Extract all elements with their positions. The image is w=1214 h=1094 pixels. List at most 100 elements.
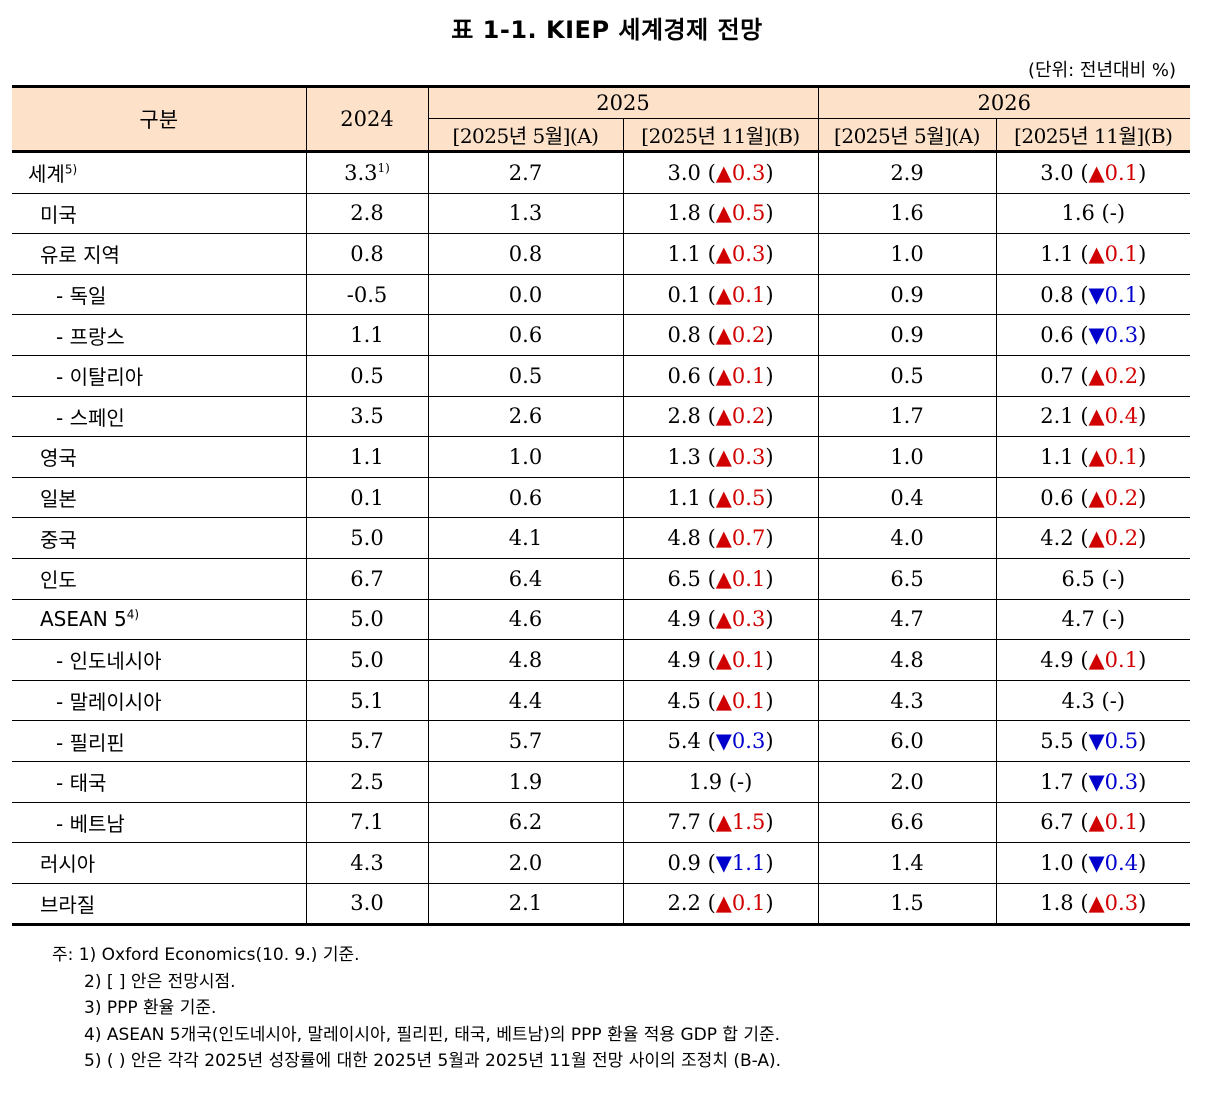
table-row: - 인도네시아 5.0 4.8 4.9 (▲0.1) 4.8 4.9 (▲0.1) bbox=[12, 639, 1191, 681]
value-2024: 0.1 bbox=[350, 485, 384, 510]
value-2025-nov: 0.1 bbox=[667, 282, 701, 307]
value-2026-may: 0.5 bbox=[817, 354, 997, 397]
adjustment-2026: ▲0.1 bbox=[1088, 444, 1139, 469]
adjustment-2025: ▲0.3 bbox=[715, 160, 766, 185]
value-2025-nov-cell: 5.4 (▼0.3) bbox=[622, 720, 819, 762]
adjustment-2026: ▼0.5 bbox=[1088, 729, 1139, 754]
header-category: 구분 bbox=[12, 86, 307, 152]
value-2024: 5.0 bbox=[350, 647, 384, 672]
value-2026-nov: 4.2 bbox=[1040, 526, 1074, 551]
adjustment-2025: ▼1.1 bbox=[715, 850, 766, 875]
value-2024: 3.3 bbox=[344, 160, 378, 185]
adjustment-2025: ▲0.5 bbox=[715, 201, 766, 226]
row-label-cell: 일본 bbox=[12, 476, 307, 519]
value-2024: 2.8 bbox=[350, 201, 384, 226]
adjustment-2025: ▲0.5 bbox=[715, 485, 766, 510]
value-2025-nov: 1.3 bbox=[667, 444, 701, 469]
value-2026-may: 6.6 bbox=[817, 801, 997, 844]
value-2025-nov: 3.0 bbox=[667, 160, 701, 185]
value-2026-nov-cell: 1.7 (▼0.3) bbox=[995, 760, 1191, 803]
value-2024: 6.7 bbox=[350, 566, 384, 591]
value-2025-nov-cell: 1.9 (-) bbox=[622, 760, 819, 803]
value-2026-nov: 4.9 bbox=[1040, 647, 1074, 672]
value-2025-nov: 0.8 bbox=[667, 323, 701, 348]
value-2025-nov-cell: 0.1 (▲0.1) bbox=[622, 273, 819, 316]
value-2026-may: 4.0 bbox=[817, 517, 997, 559]
row-label-cell: - 필리핀 bbox=[12, 720, 307, 762]
table-row: 러시아 4.3 2.0 0.9 (▼1.1) 1.4 1.0 (▼0.4) bbox=[12, 842, 1191, 884]
value-2026-nov-cell: 5.5 (▼0.5) bbox=[995, 720, 1191, 762]
value-2025-nov: 2.8 bbox=[667, 404, 701, 429]
value-2024: 1.1 bbox=[350, 444, 384, 469]
value-2026-nov-cell: 0.6 (▲0.2) bbox=[995, 476, 1191, 519]
value-2024-cell: 7.1 bbox=[305, 801, 429, 844]
value-2025-nov-cell: 0.9 (▼1.1) bbox=[622, 842, 819, 884]
value-2026-may: 1.4 bbox=[817, 842, 997, 884]
value-2025-nov: 1.1 bbox=[667, 485, 701, 510]
value-2025-may: 4.6 bbox=[427, 598, 624, 641]
footnote-line: 2) [ ] 안은 전망시점. bbox=[84, 971, 236, 992]
table-row: - 필리핀 5.7 5.7 5.4 (▼0.3) 6.0 5.5 (▼0.5) bbox=[12, 720, 1191, 762]
value-2025-nov-cell: 0.6 (▲0.1) bbox=[622, 354, 819, 397]
value-2025-nov-cell: 3.0 (▲0.3) bbox=[622, 151, 819, 194]
header-2026-may: [2025년 5월](A) bbox=[817, 118, 997, 152]
value-2026-nov: 4.3 bbox=[1061, 688, 1095, 713]
value-2026-nov-cell: 4.7 (-) bbox=[995, 598, 1191, 641]
adjustment-2026: ▲0.2 bbox=[1088, 363, 1139, 388]
value-2026-nov: 1.6 bbox=[1061, 201, 1095, 226]
header-2026-nov: [2025년 11월](B) bbox=[995, 118, 1191, 152]
value-2026-may: 1.6 bbox=[817, 192, 997, 235]
value-2025-nov: 0.9 bbox=[667, 850, 701, 875]
value-2025-nov: 4.8 bbox=[667, 526, 701, 551]
value-2024-cell: 5.0 bbox=[305, 598, 429, 641]
row-label: 러시아 bbox=[40, 852, 96, 877]
value-2025-may: 4.4 bbox=[427, 679, 624, 722]
value-2025-may: 0.6 bbox=[427, 314, 624, 356]
adjustment-2026: ▲0.1 bbox=[1088, 647, 1139, 672]
value-2025-nov-cell: 1.1 (▲0.3) bbox=[622, 233, 819, 275]
value-2025-nov: 4.5 bbox=[667, 688, 701, 713]
row-label: - 스페인 bbox=[56, 405, 125, 430]
value-2025-may: 2.7 bbox=[427, 151, 624, 194]
value-2026-nov: 1.0 bbox=[1040, 850, 1074, 875]
value-2024: 5.0 bbox=[350, 607, 384, 632]
header-2025-may: [2025년 5월](A) bbox=[428, 118, 624, 152]
row-label: - 필리핀 bbox=[56, 730, 125, 755]
row-label-cell: - 말레이시아 bbox=[12, 679, 307, 722]
adjustment-2025: ▲0.7 bbox=[715, 526, 766, 551]
value-2025-nov: 6.5 bbox=[667, 566, 701, 591]
value-2026-may: 1.0 bbox=[817, 233, 997, 275]
adjustment-2025: ▲1.5 bbox=[715, 810, 766, 835]
value-2024-cell: -0.5 bbox=[305, 273, 429, 316]
value-2024: 5.7 bbox=[350, 729, 384, 754]
value-2025-may: 1.0 bbox=[427, 436, 624, 478]
value-2025-nov: 0.6 bbox=[667, 363, 701, 388]
value-2024: 1.1 bbox=[350, 323, 384, 348]
value-2026-nov: 3.0 bbox=[1040, 160, 1074, 185]
value-2025-nov-cell: 4.5 (▲0.1) bbox=[622, 679, 819, 722]
value-2026-nov: 0.6 bbox=[1040, 485, 1074, 510]
adjustment-2025: ▲0.1 bbox=[715, 891, 766, 916]
adjustment-2026: ▼0.4 bbox=[1088, 850, 1139, 875]
value-2024-cell: 6.7 bbox=[305, 557, 429, 600]
table-row: - 스페인 3.5 2.6 2.8 (▲0.2) 1.7 2.1 (▲0.4) bbox=[12, 395, 1191, 438]
value-2026-nov: 1.8 bbox=[1040, 891, 1074, 916]
row-label: - 태국 bbox=[56, 771, 107, 796]
row-label: 중국 bbox=[40, 527, 77, 552]
header-2026: 2026 bbox=[817, 86, 1191, 119]
value-2025-may: 0.8 bbox=[427, 233, 624, 275]
value-2026-nov-cell: 1.1 (▲0.1) bbox=[995, 233, 1191, 275]
row-label-cell: 영국 bbox=[12, 436, 307, 478]
table-row: 일본 0.1 0.6 1.1 (▲0.5) 0.4 0.6 (▲0.2) bbox=[12, 476, 1191, 519]
table-row: 미국 2.8 1.3 1.8 (▲0.5) 1.6 1.6 (-) bbox=[12, 192, 1191, 235]
row-label: ASEAN 5 bbox=[40, 607, 127, 632]
adjustment-2026: ▲0.2 bbox=[1088, 526, 1139, 551]
row-label: 브라질 bbox=[40, 892, 96, 917]
footnote-line: 주: 1) Oxford Economics(10. 9.) 기준. bbox=[52, 945, 360, 965]
value-2025-may: 5.7 bbox=[427, 720, 624, 762]
table-row: 인도 6.7 6.4 6.5 (▲0.1) 6.5 6.5 (-) bbox=[12, 557, 1191, 600]
value-2024-cell: 1.1 bbox=[305, 436, 429, 478]
row-label-cell: 중국 bbox=[12, 517, 307, 559]
value-2026-nov: 0.7 bbox=[1040, 363, 1074, 388]
value-2026-may: 2.9 bbox=[817, 151, 997, 194]
